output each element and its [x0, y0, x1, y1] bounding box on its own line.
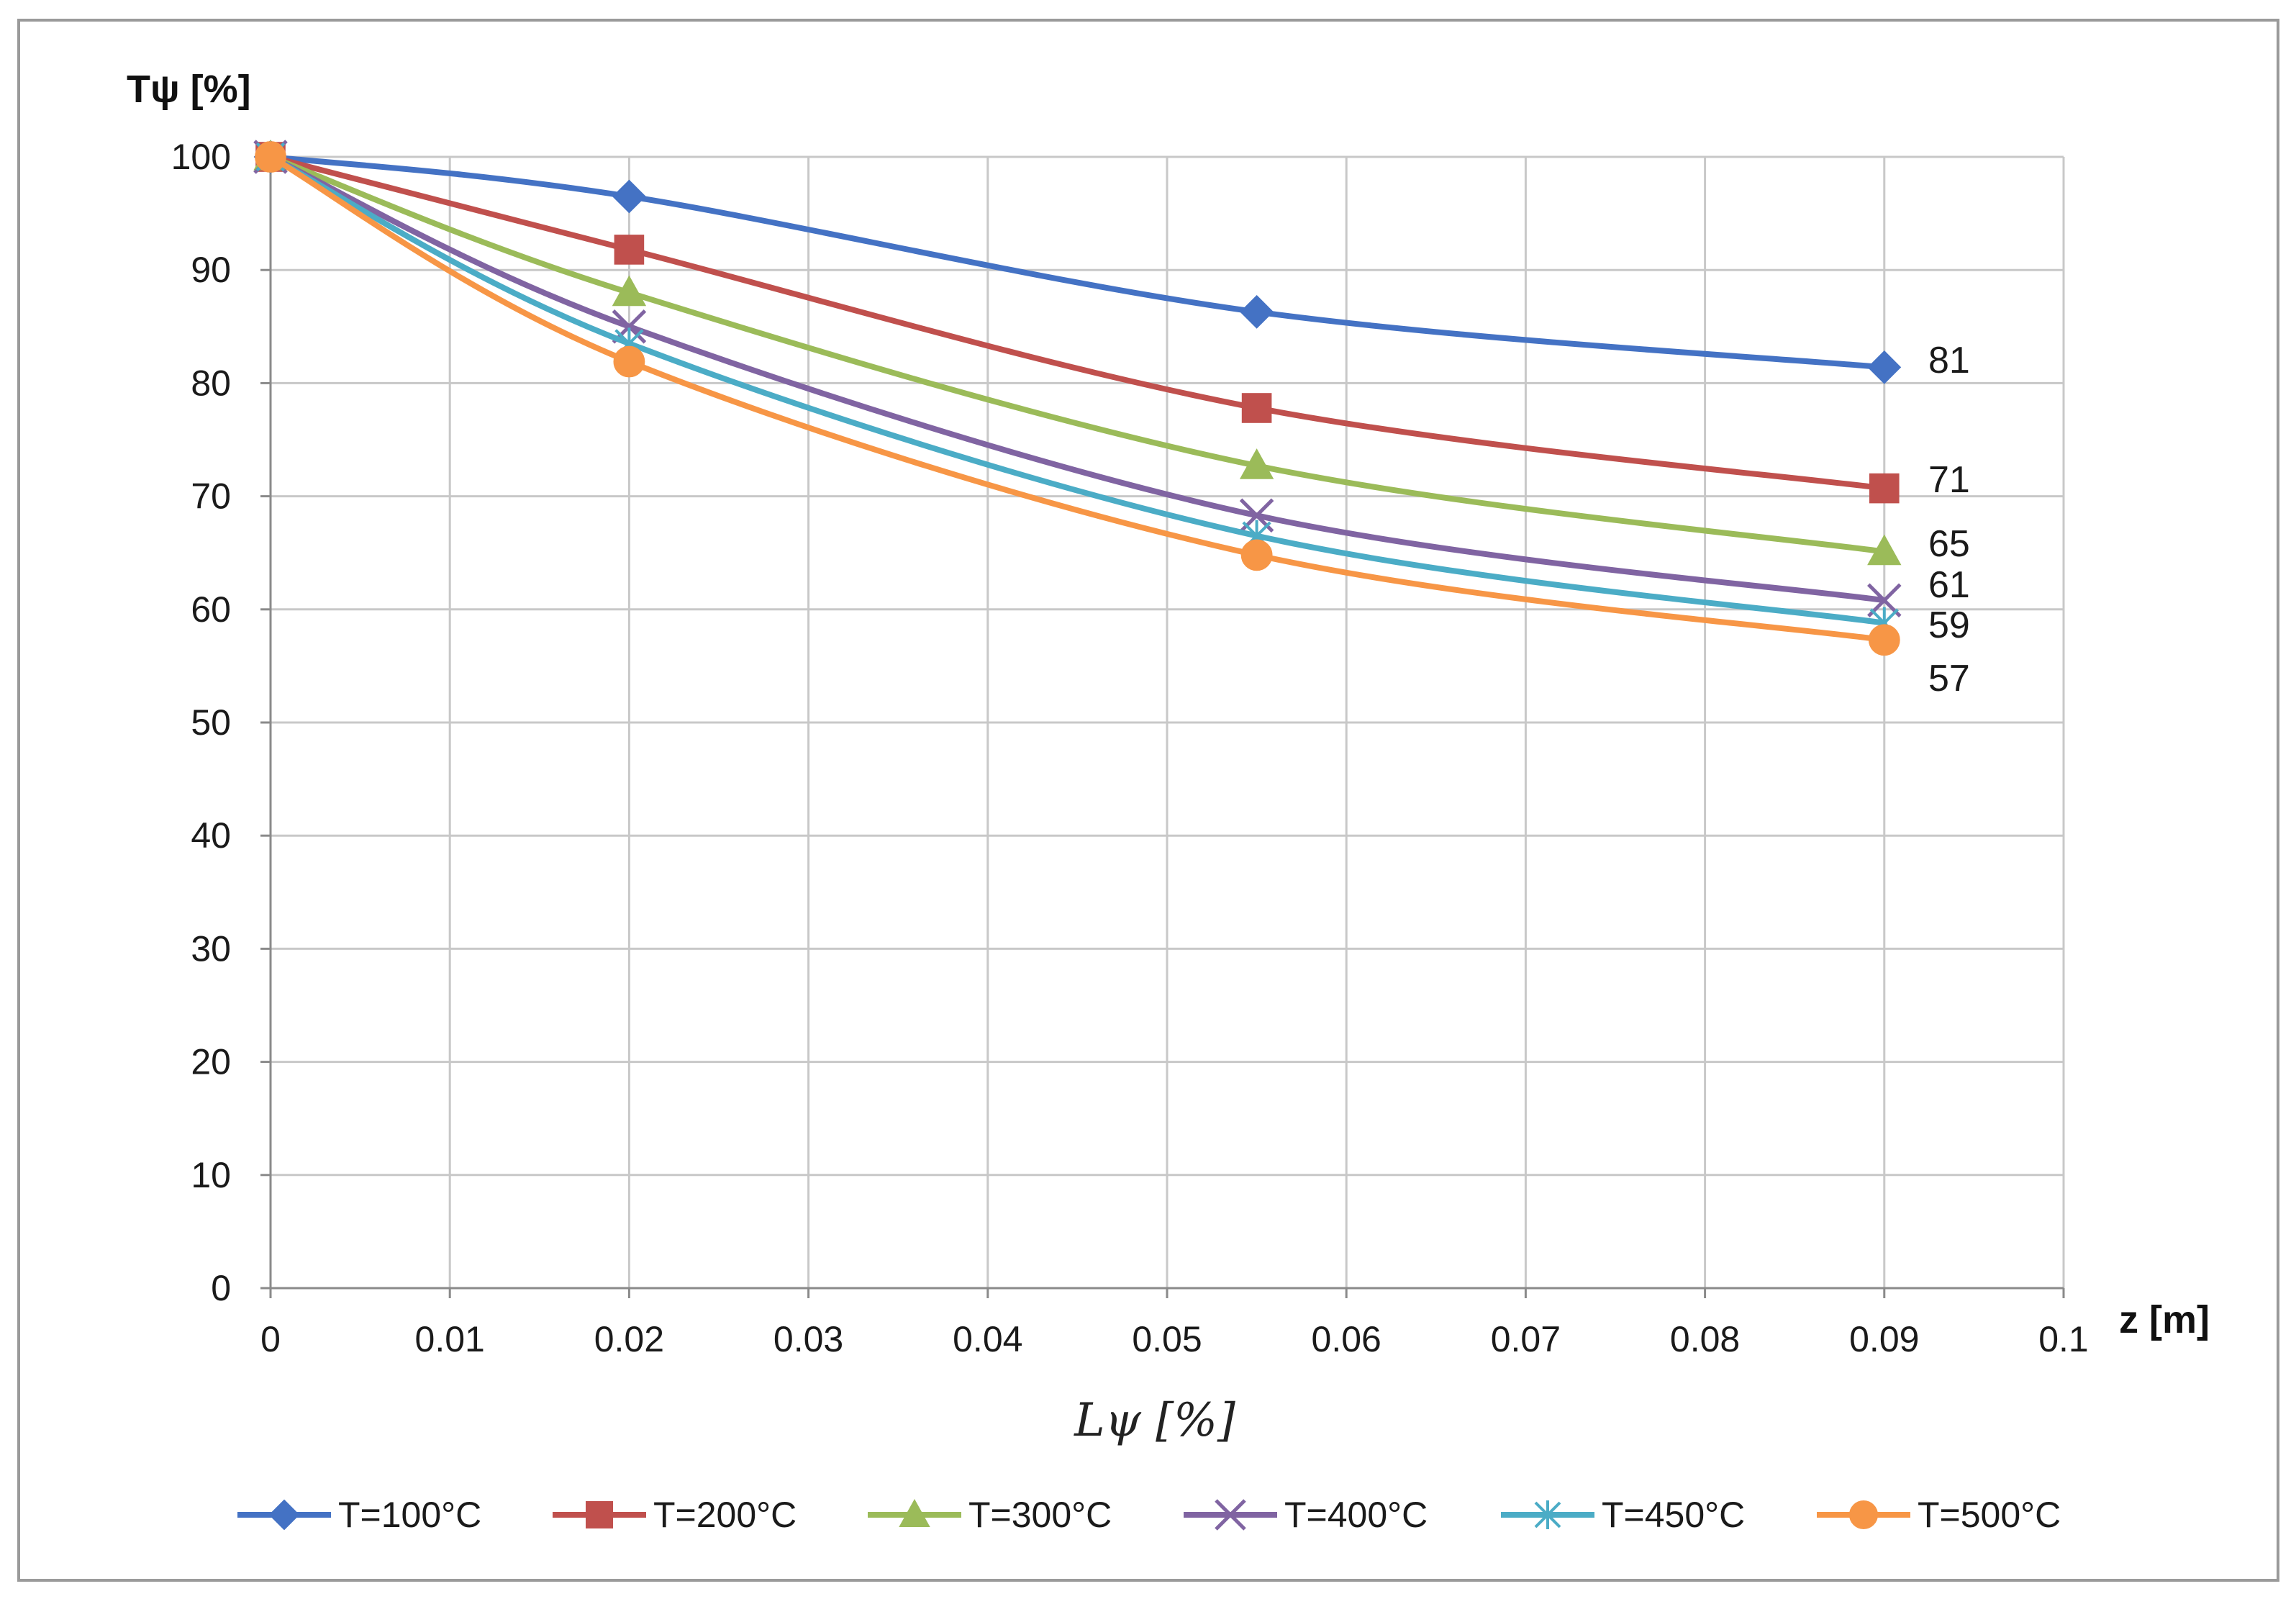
series-line: [268, 154, 1887, 555]
series-line: [268, 154, 1887, 643]
data-point: [1867, 350, 1902, 384]
series-line: [268, 154, 1887, 492]
y-tick-label: 90: [191, 250, 231, 290]
legend: T=100°C T=200°C T=300°C T=400°C T=450°C T=500…: [237, 1495, 2061, 1535]
chart-frame: [17, 19, 2279, 1582]
x-tick-label: 0: [260, 1319, 281, 1359]
end-value-label: 71: [1928, 459, 1970, 501]
legend-item: T=100°C: [237, 1495, 481, 1535]
data-point: [1239, 448, 1274, 479]
legend-item: T=200°C: [553, 1495, 797, 1535]
legend-label: T=450°C: [1602, 1495, 1745, 1535]
legend-label: T=300°C: [968, 1495, 1112, 1535]
y-tick-label: 10: [191, 1155, 231, 1195]
legend-marker: [899, 1498, 930, 1527]
legend-marker: [1215, 1499, 1246, 1531]
y-tick-label: 40: [191, 815, 231, 856]
x-tick-label: 0.03: [773, 1319, 843, 1359]
y-tick-label: 80: [191, 363, 231, 403]
legend-label: T=500°C: [1918, 1495, 2061, 1535]
legend-label: T=100°C: [338, 1495, 481, 1535]
x-tick-label: 0.07: [1491, 1319, 1561, 1359]
x-tick-labels: 0 0.01 0.02 0.03 0.04 0.05 0.06 0.07 0.08 0.09 0.1: [260, 1319, 2089, 1359]
legend-label: T=200°C: [653, 1495, 797, 1535]
y-tick-label: 70: [191, 476, 231, 517]
y-tick-label: 20: [191, 1042, 231, 1082]
x-axis-unit-label: z [m]: [2119, 1298, 2210, 1341]
series-line: [268, 154, 1887, 626]
x-tick-label: 0.01: [415, 1319, 485, 1359]
legend-marker: [268, 1499, 300, 1531]
x-tick-label: 0.08: [1670, 1319, 1740, 1359]
legend-item: T=450°C: [1501, 1495, 1745, 1535]
data-point: [1240, 294, 1274, 329]
series-line: [268, 154, 1887, 371]
data-point: [255, 141, 286, 173]
x-tick-label: 0.02: [594, 1319, 664, 1359]
legend-item: T=300°C: [868, 1495, 1112, 1535]
data-point: [1869, 473, 1900, 504]
y-axis-title: Tψ [%]: [127, 68, 251, 111]
x-tick-label: 0.04: [953, 1319, 1022, 1359]
legend-marker: [586, 1501, 613, 1528]
end-value-label: 61: [1928, 564, 1970, 606]
series-t200c: [255, 142, 1900, 504]
legend-item: T=500°C: [1817, 1495, 2061, 1535]
series-t500c: [255, 141, 1900, 656]
data-point: [614, 235, 645, 265]
end-value-label: 57: [1928, 658, 1970, 699]
x-tick-label: 0.1: [2038, 1319, 2089, 1359]
legend-marker: [1849, 1500, 1878, 1529]
x-axis-title: Lψ [%]: [1074, 1394, 1236, 1447]
end-value-label: 81: [1928, 340, 1970, 381]
data-point: [612, 179, 646, 214]
y-tick-labels: 0 10 20 30 40 50 60 70 80 90 100: [171, 137, 231, 1308]
data-point: [1241, 393, 1272, 423]
y-tick-label: 30: [191, 928, 231, 969]
end-value-label: 65: [1928, 523, 1970, 565]
end-value-label: 59: [1928, 604, 1970, 646]
y-tick-label: 60: [191, 589, 231, 630]
data-point: [613, 345, 645, 378]
x-tick-label: 0.06: [1312, 1319, 1381, 1359]
series-line: [268, 154, 1887, 604]
data-point: [1868, 624, 1900, 656]
y-tick-label: 0: [211, 1268, 231, 1308]
legend-marker: [1534, 1500, 1561, 1529]
y-tick-label: 50: [191, 702, 231, 743]
series-layer: [253, 139, 1902, 656]
y-tick-label: 100: [171, 137, 231, 177]
data-point: [1867, 534, 1902, 566]
data-point: [612, 275, 647, 307]
legend-item: T=400°C: [1184, 1495, 1428, 1535]
legend-label: T=400°C: [1284, 1495, 1428, 1535]
x-tick-label: 0.05: [1132, 1319, 1202, 1359]
x-tick-label: 0.09: [1849, 1319, 1919, 1359]
data-point: [1240, 539, 1273, 571]
